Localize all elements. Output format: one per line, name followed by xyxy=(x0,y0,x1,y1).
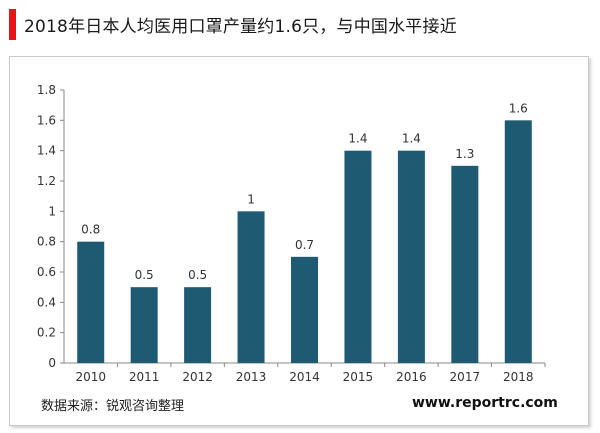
data-label: 0.5 xyxy=(188,268,207,282)
title-accent-bar xyxy=(9,9,16,40)
data-source-note: 数据来源：锐观咨询整理 xyxy=(41,399,185,414)
data-label: 1 xyxy=(247,192,255,206)
y-tick-label: 0 xyxy=(48,356,56,370)
y-tick-label: 1 xyxy=(48,204,56,218)
y-tick-label: 1.4 xyxy=(37,144,56,158)
x-tick-label: 2014 xyxy=(289,370,320,384)
x-tick-label: 2011 xyxy=(129,370,160,384)
data-label: 0.8 xyxy=(81,223,100,237)
y-tick-label: 0.8 xyxy=(37,235,56,249)
bar xyxy=(237,211,265,363)
data-label: 1.3 xyxy=(455,147,474,161)
x-tick-label: 2012 xyxy=(182,370,213,384)
website-url: www.reportrc.com xyxy=(412,395,558,411)
bar xyxy=(291,256,318,363)
y-tick-label: 0.4 xyxy=(37,295,56,309)
bar xyxy=(504,120,532,363)
x-tick-label: 2016 xyxy=(396,370,427,384)
chart-frame xyxy=(9,56,589,426)
x-tick-label: 2010 xyxy=(75,370,106,384)
y-tick-label: 1.6 xyxy=(37,113,56,127)
y-tick-label: 0.2 xyxy=(37,326,56,340)
bar xyxy=(451,165,479,363)
data-label: 1.4 xyxy=(402,132,421,146)
bar xyxy=(397,150,425,363)
data-label: 1.6 xyxy=(509,101,528,115)
data-label: 0.5 xyxy=(135,268,154,282)
x-tick-label: 2018 xyxy=(503,370,534,384)
bar xyxy=(130,287,158,363)
y-tick-label: 0.6 xyxy=(37,265,56,279)
x-tick-label: 2017 xyxy=(450,370,481,384)
page-title: 2018年日本人均医用口罩产量约1.6只，与中国水平接近 xyxy=(24,17,457,37)
y-tick-label: 1.2 xyxy=(37,174,56,188)
y-tick-label: 1.8 xyxy=(37,83,56,97)
bar xyxy=(344,150,372,363)
x-tick-label: 2013 xyxy=(236,370,267,384)
x-tick-label: 2015 xyxy=(343,370,374,384)
data-label: 1.4 xyxy=(348,132,367,146)
data-label: 0.7 xyxy=(295,238,314,252)
bar xyxy=(77,241,105,363)
bar xyxy=(184,287,212,363)
